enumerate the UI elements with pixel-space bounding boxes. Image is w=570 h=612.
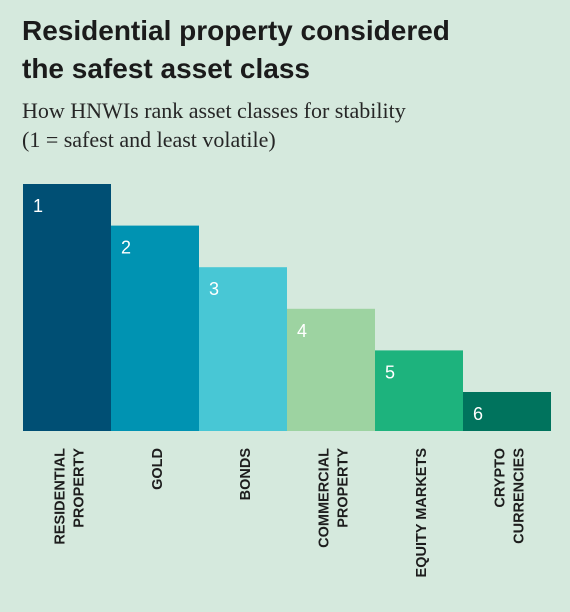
bar-3 bbox=[199, 267, 287, 431]
bar-value-label: 3 bbox=[209, 279, 219, 299]
bar-value-label: 1 bbox=[33, 196, 43, 216]
category-label: PROPERTY bbox=[336, 448, 352, 528]
category-label: RESIDENTIAL bbox=[53, 448, 69, 545]
bar-1 bbox=[23, 184, 111, 431]
category-label: GOLD bbox=[150, 448, 166, 490]
category-label: BONDS bbox=[238, 448, 254, 501]
bar-4 bbox=[287, 308, 375, 431]
bar-5 bbox=[375, 350, 463, 431]
category-label: PROPERTY bbox=[72, 448, 88, 528]
chart-title: Residential property considered the safe… bbox=[22, 15, 450, 84]
category-label: EQUITY MARKETS bbox=[414, 448, 430, 578]
category-label: COMMERCIAL bbox=[317, 448, 333, 548]
bar-6 bbox=[463, 392, 551, 431]
bar-value-label: 5 bbox=[385, 362, 395, 382]
category-label: CURRENCIES bbox=[512, 448, 528, 544]
chart-subtitle: How HNWIs rank asset classes for stabili… bbox=[22, 98, 406, 152]
bar-value-label: 2 bbox=[121, 238, 131, 258]
category-label: CRYPTO bbox=[493, 448, 509, 508]
bar-value-label: 6 bbox=[473, 404, 483, 424]
bar-value-label: 4 bbox=[297, 321, 307, 341]
bar-2 bbox=[111, 225, 199, 431]
